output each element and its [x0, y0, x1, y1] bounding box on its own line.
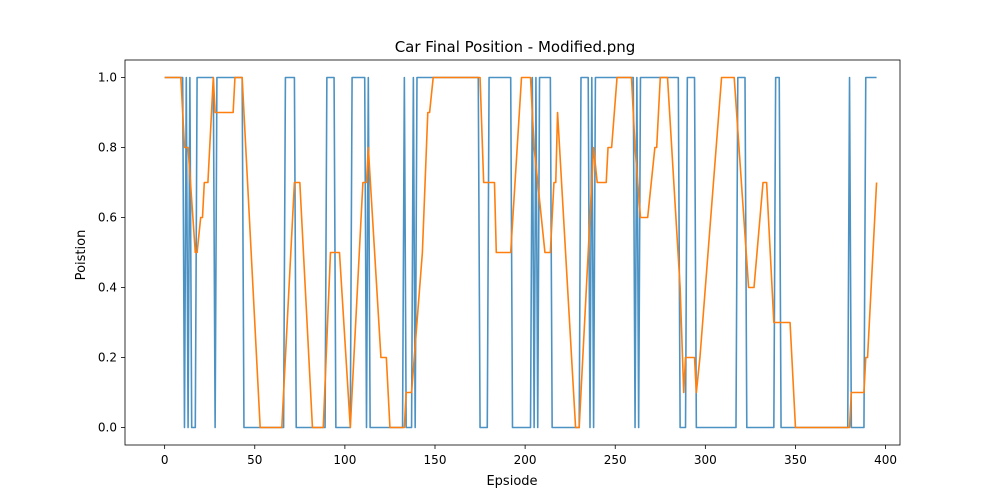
x-tick-label: 100 [333, 453, 356, 467]
x-tick-label: 150 [424, 453, 447, 467]
y-tick-label: 1.0 [98, 71, 117, 85]
series-line-1 [164, 76, 877, 429]
x-axis-label: Epsiode [486, 474, 537, 489]
x-tick-label: 50 [247, 453, 262, 467]
x-tick-label: 350 [784, 453, 807, 467]
series-line-2 [164, 76, 878, 429]
axes-layer: 0 50 100 150 200 250 300 350 400 0.0 0.2 0.4 0.6 0.8 1… [98, 59, 901, 467]
chart-title: Car Final Position - Modified.png [395, 38, 636, 56]
series-layer [164, 76, 878, 429]
y-tick-label: 0.2 [98, 351, 117, 365]
x-tick-label: 250 [604, 453, 627, 467]
y-axis-label: Poistion [74, 230, 89, 281]
x-tick-label: 200 [514, 453, 537, 467]
x-tick-label: 300 [694, 453, 717, 467]
y-tick-label: 0.6 [98, 211, 117, 225]
y-tick-label: 0.0 [98, 421, 117, 435]
plot-area: 0 50 100 150 200 250 300 350 400 0.0 0.2 0.4 0.6 0.8 1… [98, 59, 901, 467]
axes-frame [124, 59, 901, 446]
y-tick-label: 0.4 [98, 281, 117, 295]
y-tick-label: 0.8 [98, 141, 117, 155]
x-tick-label: 0 [161, 453, 169, 467]
x-tick-label: 400 [874, 453, 897, 467]
